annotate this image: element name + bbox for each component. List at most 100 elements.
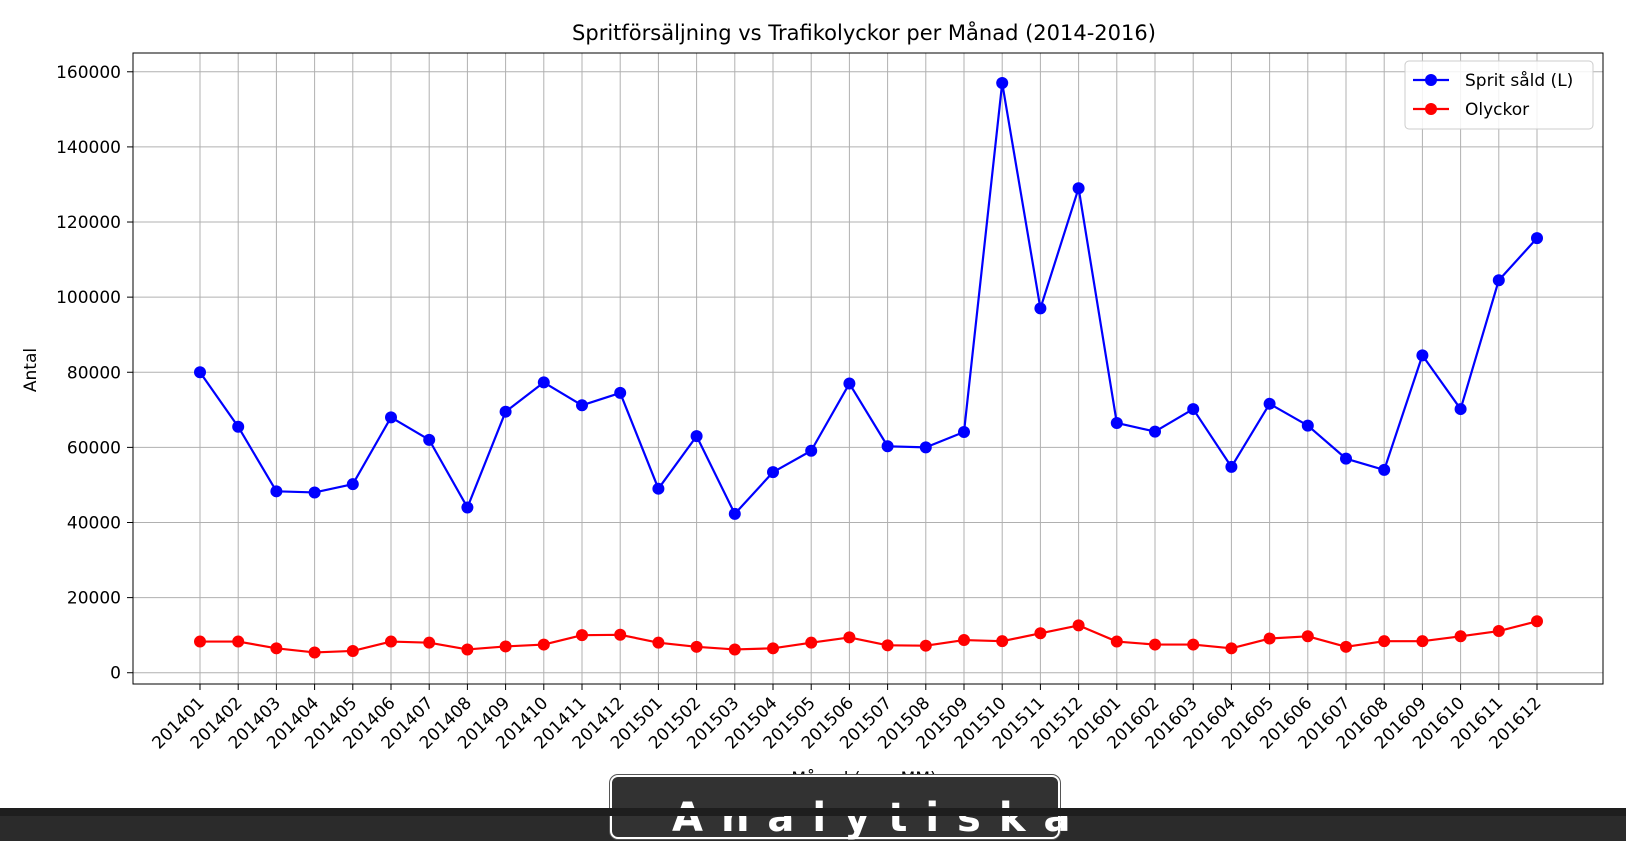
data-point-1 (537, 638, 550, 651)
y-axis-ticks: 0 20000 40000 60000 80000 100000 120000 140000 1… (56, 63, 133, 684)
data-point-1 (996, 635, 1009, 648)
series-points (194, 77, 1543, 659)
chart-title: Spritförsäljning vs Trafikolyckor per Må… (572, 20, 1156, 45)
data-point-0 (194, 366, 206, 379)
data-point-0 (1034, 302, 1047, 315)
series-line-1 (200, 620, 1538, 654)
data-point-1 (1072, 619, 1085, 632)
y-tick-label: 0 (110, 664, 121, 684)
legend-box (1404, 60, 1594, 130)
chart: 0 20000 40000 60000 80000 100000 120000 140000 1… (21, 20, 1604, 789)
data-point-1 (919, 639, 932, 652)
data-point-0 (1301, 419, 1314, 432)
data-point-1 (843, 631, 856, 644)
data-point-0 (423, 433, 436, 446)
y-tick-label: 100000 (56, 288, 121, 308)
data-point-0 (499, 405, 512, 418)
data-point-0 (767, 466, 779, 479)
data-point-0 (652, 482, 665, 495)
legend-marker (1425, 103, 1437, 115)
data-point-0 (1149, 425, 1161, 438)
data-point-0 (1110, 416, 1123, 429)
data-point-0 (346, 478, 359, 491)
plot-area-border (132, 52, 1604, 685)
legend-label: Sprit såld (L) (1465, 70, 1573, 91)
data-point-0 (1531, 232, 1543, 245)
data-point-1 (1034, 627, 1047, 640)
data-point-0 (1225, 460, 1238, 473)
y-axis-label: Antal (21, 348, 41, 392)
data-point-1 (1416, 635, 1429, 648)
data-point-1 (1531, 615, 1543, 628)
data-point-0 (385, 411, 397, 424)
data-point-1 (690, 640, 703, 653)
y-tick-label: 120000 (56, 213, 121, 233)
data-point-1 (385, 635, 397, 648)
data-point-1 (1149, 638, 1161, 651)
series-line-0 (199, 81, 1538, 515)
data-point-1 (805, 636, 818, 649)
figure-frame: 0 20000 40000 60000 80000 100000 120000 140000 1… (0, 0, 1626, 808)
legend-label: Olyckor (1465, 100, 1529, 120)
data-point-1 (1225, 642, 1238, 655)
data-point-0 (537, 376, 550, 389)
data-point-1 (881, 639, 894, 652)
data-point-0 (1072, 182, 1085, 195)
data-point-0 (919, 441, 932, 454)
data-point-1 (194, 635, 206, 648)
data-point-0 (881, 440, 894, 453)
data-point-0 (728, 507, 741, 520)
data-point-1 (652, 636, 665, 649)
data-point-0 (1378, 463, 1391, 476)
data-point-0 (1187, 403, 1200, 416)
data-point-1 (1187, 638, 1200, 651)
data-point-1 (499, 640, 512, 653)
legend-marker (1425, 74, 1437, 86)
data-point-1 (423, 636, 436, 649)
data-point-0 (614, 386, 627, 399)
data-point-1 (232, 635, 245, 648)
y-tick-label: 40000 (67, 513, 121, 533)
data-point-1 (614, 628, 627, 641)
data-point-0 (232, 420, 245, 433)
data-point-0 (1263, 397, 1276, 410)
data-point-1 (308, 646, 321, 659)
data-point-1 (767, 642, 779, 655)
data-point-1 (1378, 635, 1391, 648)
y-tick-label: 80000 (67, 363, 121, 383)
legend: Sprit såld (L) Olyckor (1404, 60, 1594, 130)
data-point-0 (996, 77, 1009, 90)
data-point-0 (576, 399, 588, 412)
data-point-1 (1110, 635, 1123, 648)
data-point-0 (308, 486, 321, 499)
data-point-1 (728, 643, 741, 656)
data-point-1 (1340, 640, 1352, 653)
data-point-1 (958, 634, 970, 647)
data-point-0 (958, 425, 970, 438)
data-point-0 (1340, 452, 1352, 465)
overlay-caption-box: Analytiska (610, 775, 1070, 841)
grid (133, 53, 1603, 684)
data-point-0 (843, 377, 856, 390)
data-point-0 (1416, 349, 1429, 362)
data-point-0 (270, 485, 283, 498)
data-point-0 (1454, 403, 1467, 416)
data-point-1 (576, 629, 588, 642)
data-point-0 (690, 430, 703, 443)
data-point-0 (805, 444, 818, 457)
data-point-1 (1492, 625, 1505, 638)
y-tick-label: 160000 (56, 63, 121, 83)
y-tick-label: 60000 (67, 438, 121, 458)
data-point-1 (1301, 630, 1314, 643)
y-tick-label: 140000 (56, 138, 121, 158)
series-lines (199, 81, 1538, 654)
bottom-edge (0, 808, 1626, 816)
data-point-1 (1263, 632, 1276, 645)
data-point-1 (1454, 630, 1467, 643)
y-tick-label: 20000 (67, 589, 121, 609)
data-point-0 (461, 501, 474, 514)
data-point-1 (461, 643, 474, 656)
x-axis-ticks: 2014012014022014032014042014052014062014… (148, 684, 1546, 753)
data-point-0 (1492, 274, 1505, 287)
data-point-1 (270, 642, 283, 655)
